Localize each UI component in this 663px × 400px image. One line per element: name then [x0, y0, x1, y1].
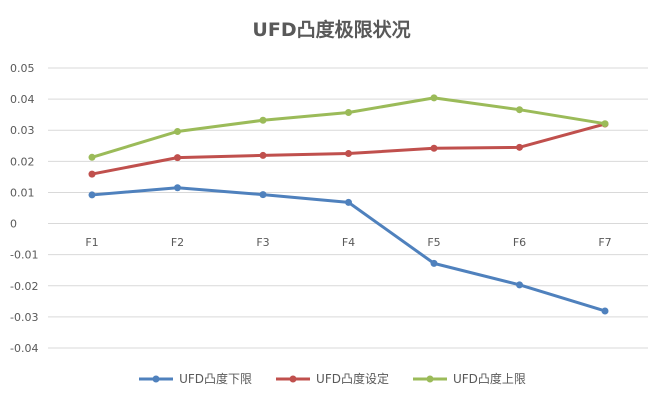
data-point [259, 191, 267, 199]
y-axis-ticks: 0.05 0.04 0.03 0.02 0.01 0 -0.01 -0.02 -0.03 -0.0… [10, 62, 38, 355]
series-line [90, 122, 607, 176]
y-tick-label: 0.02 [10, 155, 35, 168]
data-point [516, 143, 523, 151]
chart-title: UFD凸度极限状况 [252, 19, 411, 41]
legend: UFD凸度下限 UFD凸度设定 UFD凸度上限 [0, 370, 663, 387]
legend-label: UFD凸度上限 [452, 372, 526, 386]
x-tick-label: F2 [171, 236, 184, 249]
legend-swatch-icon [276, 375, 311, 382]
legend-label: UFD凸度设定 [316, 372, 389, 386]
legend-label: UFD凸度下限 [179, 372, 253, 386]
legend-item: UFD凸度下限 [137, 370, 252, 387]
data-point [601, 307, 609, 315]
x-axis-ticks: F1 F2 F3 F4 F5 F6 F7 [85, 236, 611, 249]
x-tick-label: F4 [342, 236, 355, 249]
data-point [430, 94, 438, 102]
data-point [345, 150, 352, 158]
x-tick-label: F1 [85, 236, 98, 249]
data-point [174, 127, 181, 135]
legend-swatch-icon [139, 375, 174, 382]
data-point [174, 154, 181, 162]
x-tick-label: F6 [513, 236, 526, 249]
y-tick-label: 0.04 [10, 93, 35, 106]
data-point [345, 108, 352, 116]
y-tick-label: -0.04 [10, 342, 38, 355]
data-point [88, 191, 96, 199]
data-point [430, 259, 438, 267]
data-point [601, 120, 609, 128]
y-tick-label: 0.03 [10, 124, 35, 137]
data-point [430, 144, 438, 152]
series-0 [88, 184, 609, 315]
legend-swatch-marker [289, 375, 297, 382]
data-point [516, 106, 523, 114]
y-tick-label: 0.01 [10, 186, 35, 199]
y-tick-label: -0.01 [10, 249, 38, 262]
y-tick-label: 0.05 [10, 62, 35, 75]
x-tick-label: F3 [256, 236, 269, 249]
data-point [345, 198, 352, 206]
data-point [259, 151, 267, 159]
data-point [88, 153, 96, 161]
x-tick-label: F5 [427, 236, 440, 249]
series-lines [88, 94, 609, 315]
series-line [90, 96, 607, 159]
data-point [516, 281, 523, 289]
data-point [88, 170, 96, 178]
legend-item: UFD凸度上限 [411, 370, 526, 387]
legend-swatch-marker [426, 375, 434, 382]
y-tick-label: 0 [10, 218, 17, 231]
y-tick-label: -0.02 [10, 280, 38, 293]
legend-swatch-marker [152, 375, 160, 382]
series-1 [88, 120, 609, 178]
gridlines [48, 67, 648, 349]
series-line [90, 186, 607, 313]
x-tick-label: F7 [598, 236, 611, 249]
data-point [259, 116, 267, 124]
series-2 [88, 94, 609, 161]
legend-swatch-icon [412, 375, 447, 382]
y-tick-label: -0.03 [10, 311, 38, 324]
legend-item: UFD凸度设定 [274, 370, 389, 387]
data-point [174, 184, 181, 192]
